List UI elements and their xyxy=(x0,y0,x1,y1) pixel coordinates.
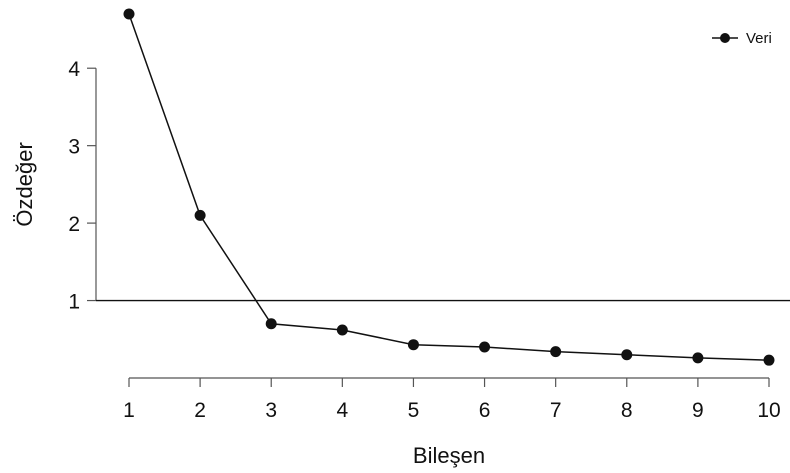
y-tick-label: 4 xyxy=(68,58,80,81)
data-point xyxy=(123,8,135,20)
x-tick-label: 4 xyxy=(336,399,348,422)
x-tick-label: 2 xyxy=(194,399,206,422)
y-axis-title: Özdeğer xyxy=(12,142,37,226)
data-point xyxy=(265,318,277,330)
x-tick-label: 10 xyxy=(757,399,780,422)
x-tick-label: 7 xyxy=(550,399,562,422)
legend: Veri xyxy=(712,30,772,47)
data-point xyxy=(194,209,206,221)
data-point xyxy=(407,339,419,351)
data-point xyxy=(763,354,775,366)
series-line xyxy=(128,13,770,361)
x-tick-label: 1 xyxy=(123,399,135,422)
x-tick-label: 3 xyxy=(265,399,277,422)
y-axis: 1 2 3 4 xyxy=(68,58,97,314)
legend-marker xyxy=(720,33,730,43)
legend-label: Veri xyxy=(746,30,772,47)
x-tick-label: 8 xyxy=(621,399,633,422)
data-point xyxy=(621,349,633,361)
y-tick-label: 2 xyxy=(68,213,80,236)
x-tick-label: 9 xyxy=(692,399,704,422)
plot-area xyxy=(96,8,790,366)
data-point xyxy=(479,341,491,353)
data-point xyxy=(336,324,348,336)
data-point xyxy=(550,346,562,358)
y-tick-label: 1 xyxy=(68,291,80,314)
x-axis: 1 2 3 4 5 6 7 8 9 10 xyxy=(123,377,781,422)
y-tick-label: 3 xyxy=(68,136,80,159)
x-tick-label: 6 xyxy=(479,399,491,422)
x-tick-label: 5 xyxy=(408,399,420,422)
data-point xyxy=(692,352,704,364)
x-axis-title: Bileşen xyxy=(413,443,485,468)
